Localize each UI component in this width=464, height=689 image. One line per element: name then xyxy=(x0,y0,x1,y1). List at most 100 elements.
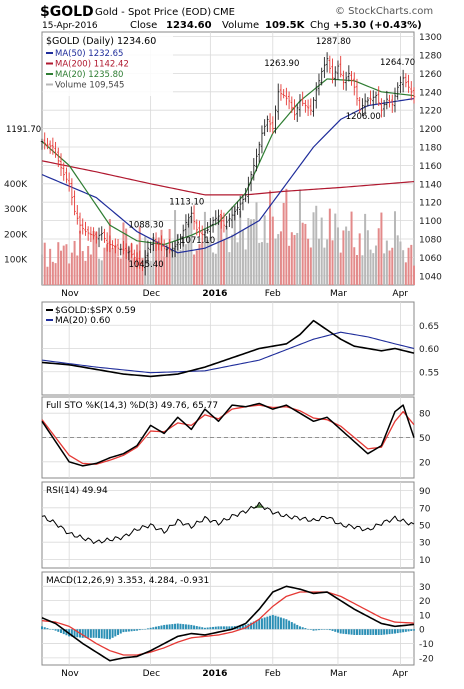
macd-histogram-bar xyxy=(374,629,377,635)
volume-bar xyxy=(201,242,204,285)
volume-bar xyxy=(271,216,274,285)
macd-histogram-bar xyxy=(114,629,117,637)
macd-histogram-bar xyxy=(388,629,391,635)
macd-histogram-bar xyxy=(54,629,57,631)
macd-histogram-bar xyxy=(60,629,63,633)
volume-bar xyxy=(309,247,312,285)
macd-histogram-bar xyxy=(380,629,383,635)
macd-histogram-bar xyxy=(331,629,334,631)
macd-histogram-bar xyxy=(241,625,244,630)
panel-macd: -20 -10 0 10 20 30 MACD(12,26,9) 3.353, 4.284,… xyxy=(41,571,434,679)
macd-histogram-bar xyxy=(334,629,337,632)
volume-bar xyxy=(106,244,109,285)
legend-entry: $GOLD:$SPX 0.59 xyxy=(55,306,136,316)
macd-histogram-bar xyxy=(106,629,109,639)
volume-bar xyxy=(339,252,342,285)
y-tick-label: 1120 xyxy=(419,199,442,209)
volume-bar xyxy=(176,233,179,285)
volume-bar xyxy=(182,239,185,285)
volume-bar xyxy=(76,255,79,285)
volume-bar xyxy=(358,233,361,285)
macd-histogram-bar xyxy=(307,628,310,630)
macd-histogram-bar xyxy=(317,629,320,631)
macd-histogram-bar xyxy=(393,629,396,634)
volume-bar xyxy=(43,242,46,285)
y-tick-label: 50 xyxy=(419,434,431,444)
macd-histogram-bar xyxy=(214,626,217,630)
volume-bar xyxy=(54,263,57,285)
macd-histogram-bar xyxy=(176,623,179,630)
volume-bar xyxy=(87,245,90,285)
volume-bar xyxy=(117,256,120,285)
volume-bar xyxy=(168,229,171,285)
volume-bar xyxy=(391,247,394,285)
volume-bar xyxy=(383,253,386,285)
volume-bar xyxy=(206,239,209,285)
macd-histogram-bar xyxy=(127,629,130,632)
macd-histogram-bar xyxy=(350,629,353,635)
volume-bar xyxy=(157,237,160,285)
x-tick-label: Mar xyxy=(330,289,347,299)
y-tick-label: -20 xyxy=(419,654,434,664)
macd-histogram-bar xyxy=(293,623,296,630)
macd-histogram-bar xyxy=(323,629,326,630)
volume-tick-label: 300K xyxy=(4,205,28,215)
macd-histogram-bar xyxy=(144,628,147,630)
macd-histogram-bar xyxy=(383,629,386,635)
macd-histogram-bar xyxy=(290,622,293,630)
macd-histogram-bar xyxy=(315,629,318,631)
price-annotation: 1045.40 xyxy=(128,260,163,270)
legend-entry: MA(50) 1232.65 xyxy=(55,49,123,59)
macd-histogram-bar xyxy=(168,624,171,630)
volume-bar xyxy=(187,219,190,285)
stoch-d-line xyxy=(41,404,415,465)
y-tick-label: 20 xyxy=(419,458,431,468)
macd-histogram-bar xyxy=(347,629,350,635)
volume-bar xyxy=(160,229,163,285)
chg-value: +5.30 (+0.43%) xyxy=(333,20,422,31)
volume-bar xyxy=(73,240,76,285)
x-tick-label: Mar xyxy=(330,669,347,679)
macd-histogram-bar xyxy=(195,626,198,630)
volume-bar xyxy=(163,256,166,285)
x-tick-label: Feb xyxy=(265,289,281,299)
volume-bar xyxy=(399,241,402,285)
volume-bar xyxy=(62,245,65,285)
macd-histogram-bar xyxy=(364,629,367,635)
volume-bar xyxy=(388,250,391,285)
x-tick-label: Dec xyxy=(143,289,160,299)
macd-histogram-bar xyxy=(111,629,114,638)
macd-histogram-bar xyxy=(372,629,375,635)
volume-bar xyxy=(141,257,144,285)
macd-histogram-bar xyxy=(43,627,46,630)
volume-bar xyxy=(152,236,155,285)
volume-bar xyxy=(228,252,231,285)
volume-bar xyxy=(217,216,220,285)
quote-date: 15-Apr-2016 xyxy=(42,21,98,31)
volume-bar xyxy=(133,258,136,285)
macd-histogram-bar xyxy=(288,620,291,630)
macd-histogram-bar xyxy=(301,627,304,630)
volume-bar xyxy=(334,213,337,285)
volume-bar xyxy=(250,219,253,285)
instrument-description: Gold - Spot Price (EOD) xyxy=(95,7,211,18)
volume-bar xyxy=(380,212,383,285)
macd-histogram-bar xyxy=(260,618,263,630)
x-tick-label: Apr xyxy=(392,669,408,679)
macd-histogram-bar xyxy=(269,615,272,630)
macd-histogram-bar xyxy=(326,629,329,630)
macd-histogram-bar xyxy=(342,629,345,634)
macd-histogram-bar xyxy=(212,626,215,630)
volume-bar xyxy=(155,241,158,285)
watermark: © StockCharts.com xyxy=(335,6,433,17)
volume-bar xyxy=(127,247,130,285)
y-tick-label: 1180 xyxy=(419,144,442,154)
ma200-line xyxy=(41,160,415,196)
panel-title: Full STO %K(14,3) %D(3) 49.76, 65.77 xyxy=(46,401,218,411)
volume-value: 109.5K xyxy=(265,20,306,31)
macd-histogram-bar xyxy=(41,626,43,630)
y-tick-label: 10 xyxy=(419,556,431,566)
macd-histogram-bar xyxy=(46,628,49,630)
volume-bar xyxy=(241,229,244,285)
